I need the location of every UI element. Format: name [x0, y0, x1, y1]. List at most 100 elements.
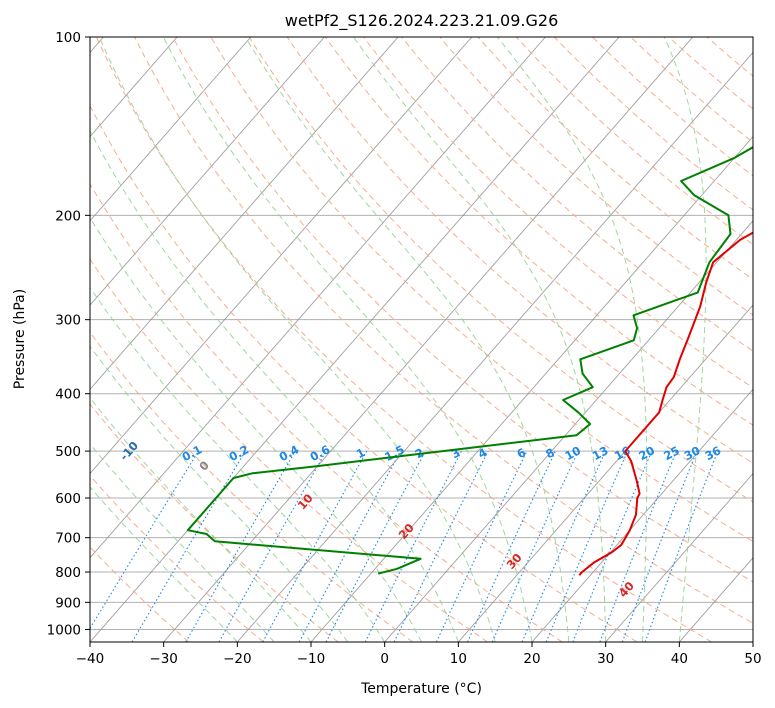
mixing-ratio-line — [364, 450, 462, 642]
y-tick-label: 600 — [55, 491, 81, 507]
mixing-ratio-label: 20 — [636, 443, 657, 463]
moist-adiabat-line — [90, 216, 422, 642]
mixing-ratio-line — [325, 450, 426, 642]
isotherm-line — [90, 37, 546, 559]
y-tick-label: 300 — [55, 313, 81, 329]
mixing-ratio-line — [393, 450, 489, 642]
mixing-ratio-label: 30 — [682, 443, 703, 463]
mixing-ratio-line — [90, 450, 199, 630]
y-tick-label: 400 — [55, 387, 81, 403]
moist-adiabat-line — [162, 37, 533, 642]
moist-adiabat-line — [90, 286, 386, 642]
isotherm-line — [90, 37, 252, 222]
dry-adiabat-line — [90, 258, 488, 642]
isotherm-line — [384, 220, 753, 642]
profile-lines — [186, 146, 753, 576]
dry-adiabat-label: 10 — [295, 491, 316, 512]
mixing-ratio-label: 0.4 — [277, 442, 302, 464]
mixing-ratio-line — [545, 450, 629, 642]
mixing-ratio-label: 1 — [354, 445, 368, 461]
mixing-ratio-line — [572, 450, 653, 642]
x-tick-label: 10 — [450, 651, 467, 667]
y-axis-label: Pressure (hPa) — [12, 289, 28, 389]
dry-adiabat-line — [134, 37, 753, 624]
isotherm-line — [605, 472, 753, 642]
isotherm-line — [236, 51, 753, 642]
moist-adiabat-line — [90, 345, 349, 642]
x-axis-label: Temperature (°C) — [360, 681, 482, 697]
mixing-ratio-line — [621, 450, 698, 642]
dry-adiabat-line — [90, 183, 563, 642]
mixing-ratio-line — [599, 450, 678, 642]
dry-adiabat-line — [706, 37, 753, 77]
dry-adiabat-label: 20 — [396, 521, 417, 542]
y-tick-label: 900 — [55, 595, 81, 611]
dry-adiabat-line — [286, 37, 753, 464]
dry-adiabat-line — [630, 37, 753, 143]
dry-adiabat-line — [477, 37, 753, 281]
moist-adiabat-line — [90, 397, 312, 642]
x-axis: −40 −30 −20 −10 0 10 20 30 40 50 — [76, 642, 762, 667]
dry-adiabat-line — [172, 37, 753, 583]
y-tick-label: 700 — [55, 531, 81, 547]
mixing-ratio-line — [491, 450, 579, 642]
moist-adiabat-line — [244, 37, 570, 642]
x-tick-label: 30 — [597, 651, 614, 667]
dry-adiabat-line — [90, 331, 414, 642]
dry-adiabat-line — [401, 37, 753, 352]
dry-adiabat-line — [90, 104, 638, 642]
dry-adiabat-line — [554, 37, 753, 211]
x-tick-label: −40 — [76, 651, 105, 667]
isotherm-line — [90, 37, 325, 306]
isotherm-line — [90, 37, 620, 642]
dry-adiabat-line — [439, 37, 753, 316]
dry-adiabat-line — [96, 37, 712, 642]
moist-adiabat-line — [98, 37, 496, 642]
dry-adiabat-label: 40 — [616, 579, 637, 600]
chart-title: wetPf2_S126.2024.223.21.09.G26 — [285, 11, 559, 31]
dry-adiabat-line — [90, 546, 190, 642]
dry-adiabat-line — [592, 37, 753, 177]
isotherm-line — [531, 388, 753, 642]
moist-adiabat-line — [90, 443, 275, 642]
isotherm-line — [752, 641, 753, 642]
mixing-ratio-line — [521, 450, 607, 642]
dry-adiabat-line — [90, 474, 264, 642]
mixing-ratio-label: 3 — [449, 445, 463, 461]
mixing-ratio-label: 0.2 — [227, 442, 252, 464]
isotherm-line — [90, 37, 473, 475]
mixing-ratio-label: 0.6 — [308, 442, 333, 464]
dewpoint-profile-line — [186, 146, 753, 575]
mixing-ratio-label: 13 — [590, 443, 611, 463]
y-tick-label: 1000 — [47, 622, 81, 638]
mixing-ratio-line — [218, 450, 327, 642]
dry-adiabat-line — [363, 37, 753, 389]
moist-adiabat-line — [90, 129, 459, 642]
dry-adiabat-line — [324, 37, 753, 426]
mixing-ratio-label: 25 — [661, 443, 682, 463]
isotherm-line — [678, 557, 753, 642]
x-tick-label: 50 — [744, 651, 761, 667]
line-labels: 0.10.20.40.611.52346810131620253036-100-… — [117, 439, 723, 600]
x-tick-label: −20 — [223, 651, 252, 667]
moist-adiabat-line — [497, 37, 648, 642]
mixing-ratio-line — [644, 450, 719, 642]
y-tick-label: 100 — [55, 30, 81, 46]
dry-adiabat-line — [248, 37, 753, 503]
x-tick-label: −10 — [297, 651, 326, 667]
mixing-ratio-line — [435, 450, 528, 642]
mixing-ratio-line — [262, 450, 368, 642]
x-tick-label: 20 — [523, 651, 540, 667]
mixing-ratio-label: 10 — [562, 443, 583, 463]
isotherm-line — [163, 37, 694, 642]
x-tick-label: −30 — [149, 651, 178, 667]
mixing-ratio-line — [298, 450, 401, 642]
y-tick-label: 800 — [55, 565, 81, 581]
temperature-profile-line — [578, 231, 753, 576]
mixing-ratio-label: 1.5 — [382, 442, 407, 464]
y-axis: 100 200 300 400 500 600 700 800 900 1000 — [47, 30, 90, 638]
x-tick-label: 40 — [671, 651, 688, 667]
plot-frame — [89, 36, 754, 643]
